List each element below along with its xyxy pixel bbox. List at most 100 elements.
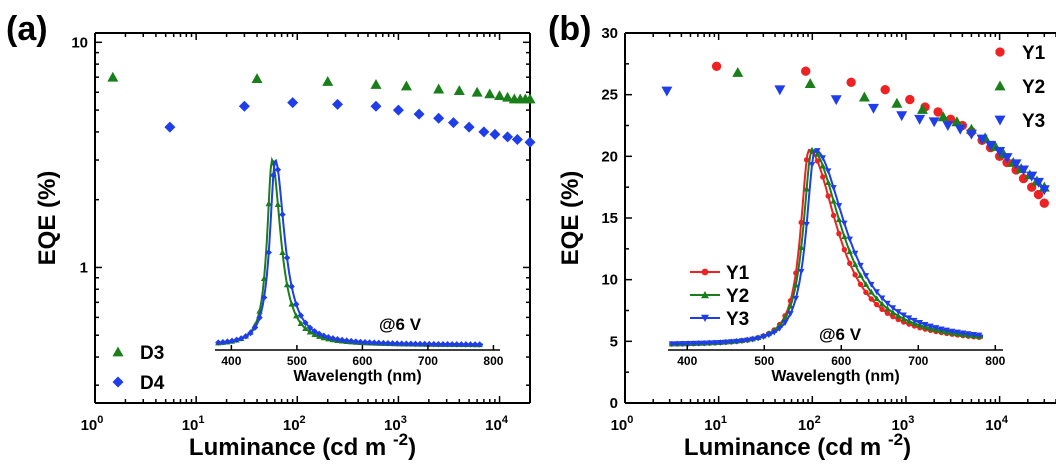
data-point bbox=[392, 104, 404, 116]
x-axis-title: Luminance (cd m -2) bbox=[684, 430, 911, 461]
inset-point bbox=[288, 283, 295, 290]
inset-point bbox=[265, 249, 272, 256]
inset-point bbox=[889, 309, 897, 316]
inset-point bbox=[228, 337, 236, 345]
inset-point bbox=[841, 233, 848, 240]
inset-spectrum-line bbox=[671, 148, 984, 345]
panel-label: (b) bbox=[548, 10, 591, 48]
inset-point bbox=[311, 328, 318, 335]
inset-point bbox=[679, 341, 686, 347]
inset-point bbox=[760, 334, 767, 341]
inset-point bbox=[959, 330, 967, 337]
inset-point bbox=[242, 333, 249, 340]
inset-x-tick-label: 700 bbox=[908, 354, 928, 368]
inset-point bbox=[862, 273, 870, 279]
inset-point bbox=[256, 314, 263, 321]
inset-point bbox=[215, 339, 222, 346]
inset-point bbox=[366, 339, 373, 346]
inset-point bbox=[668, 341, 676, 348]
inset-point bbox=[835, 216, 843, 223]
inset-annotation: @6 V bbox=[379, 315, 422, 334]
inset-point bbox=[863, 289, 869, 296]
data-point bbox=[251, 73, 263, 83]
y-tick-label: 5 bbox=[610, 333, 618, 350]
inset-point bbox=[841, 246, 848, 253]
inset-point bbox=[315, 330, 323, 338]
data-point bbox=[494, 90, 506, 100]
inset-point bbox=[260, 294, 268, 301]
inset-point bbox=[922, 321, 929, 328]
inset-point bbox=[857, 272, 864, 278]
inset-point bbox=[754, 335, 762, 342]
inset-point bbox=[439, 340, 447, 348]
inset-point bbox=[851, 261, 859, 267]
data-point bbox=[858, 91, 870, 102]
inset-point bbox=[389, 340, 396, 347]
inset-point bbox=[343, 337, 350, 344]
x-tick-label: 102 bbox=[283, 414, 306, 434]
inset-point bbox=[803, 157, 810, 163]
inset-point bbox=[338, 336, 346, 344]
inset-point bbox=[361, 338, 369, 346]
data-point bbox=[937, 111, 949, 122]
inset-point bbox=[868, 296, 875, 302]
panel-label: (a) bbox=[6, 10, 48, 48]
inset-point bbox=[744, 337, 751, 344]
inset-point bbox=[453, 341, 460, 348]
inset-point bbox=[943, 327, 950, 334]
inset-point bbox=[247, 329, 254, 337]
data-point bbox=[287, 97, 299, 109]
legend-marker bbox=[994, 115, 1006, 126]
data-point bbox=[1001, 153, 1013, 164]
inset-point bbox=[722, 339, 729, 346]
inset-point bbox=[674, 341, 681, 348]
y-tick-label: 10 bbox=[71, 34, 88, 51]
inset-point bbox=[711, 340, 719, 346]
inset-point bbox=[895, 309, 902, 315]
inset-point bbox=[288, 300, 295, 307]
legend-label: Y3 bbox=[1022, 111, 1045, 132]
data-point bbox=[400, 80, 412, 91]
data-point bbox=[905, 94, 915, 105]
y-tick-label: 1 bbox=[80, 259, 88, 276]
inset-point bbox=[824, 168, 832, 175]
inset-point bbox=[334, 336, 341, 343]
inset-point bbox=[824, 179, 832, 186]
x-tick-label: 100 bbox=[81, 414, 104, 434]
inset-x-title: Wavelength (nm) bbox=[771, 368, 899, 385]
inset-point bbox=[380, 339, 387, 347]
y-tick-label: 25 bbox=[601, 87, 618, 104]
inset-point bbox=[798, 268, 805, 275]
inset-point bbox=[878, 295, 886, 302]
inset-point bbox=[879, 306, 885, 312]
inset-point bbox=[781, 320, 789, 326]
inset-point bbox=[873, 295, 880, 302]
inset-point bbox=[297, 320, 305, 326]
y-tick-label: 30 bbox=[601, 25, 618, 42]
inset-legend-marker bbox=[701, 314, 709, 322]
inset-point bbox=[851, 250, 859, 257]
x-tick-label: 104 bbox=[985, 414, 1009, 434]
inset-point bbox=[403, 340, 410, 347]
inset-point bbox=[251, 324, 259, 331]
inset-x-tick-label: 700 bbox=[418, 354, 438, 368]
inset-point bbox=[884, 305, 891, 312]
data-point bbox=[896, 111, 908, 122]
inset-point bbox=[700, 340, 708, 347]
inset-point bbox=[684, 341, 692, 347]
inset-point bbox=[905, 315, 913, 322]
inset-x-tick-label: 400 bbox=[677, 354, 697, 368]
inset-legend-label: Y3 bbox=[726, 309, 749, 330]
data-point bbox=[433, 112, 445, 124]
inset-point bbox=[819, 162, 826, 169]
panel-b: 100 101 102 103 104 0 5 10 15 20 25 30 Luminance (cd… bbox=[548, 10, 1056, 461]
data-point bbox=[1032, 177, 1044, 188]
data-point bbox=[914, 114, 926, 125]
data-point bbox=[976, 134, 988, 145]
data-point bbox=[238, 100, 250, 112]
data-point bbox=[524, 93, 536, 104]
data-point bbox=[867, 103, 879, 114]
data-point bbox=[954, 124, 966, 135]
inset-point bbox=[868, 281, 875, 288]
inset-point bbox=[803, 185, 810, 192]
